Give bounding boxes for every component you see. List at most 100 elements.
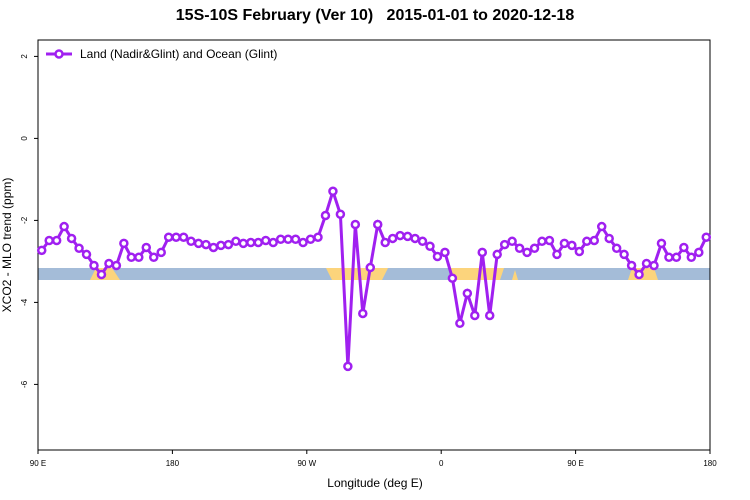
data-point <box>477 247 488 258</box>
data-point <box>514 243 525 254</box>
data-point <box>649 260 659 271</box>
data-point <box>201 239 211 250</box>
data-point <box>440 247 450 258</box>
data-point <box>238 238 249 249</box>
x-tick-label: 90 E <box>567 459 583 468</box>
data-point <box>626 260 637 271</box>
data-point <box>216 240 226 251</box>
x-tick-label: 180 <box>703 459 717 468</box>
data-point <box>544 235 555 246</box>
data-point <box>372 219 383 230</box>
plot-frame <box>37 39 711 451</box>
data-point <box>119 238 129 249</box>
data-point <box>664 252 674 263</box>
data-point <box>395 230 405 241</box>
legend-label: Land (Nadir&Glint) and Ocean (Glint) <box>80 47 277 61</box>
data-point <box>231 236 241 247</box>
land-band <box>450 268 504 280</box>
land-mask <box>38 268 710 280</box>
data-point <box>470 310 480 321</box>
data-point <box>596 221 607 232</box>
data-point <box>208 242 219 253</box>
y-axis-label: XCO2 - MLO trend (ppm) <box>0 178 14 313</box>
data-point <box>343 361 353 372</box>
data-point <box>380 237 390 248</box>
data-point <box>126 252 137 263</box>
data-point <box>260 235 271 246</box>
data-point <box>529 243 540 254</box>
data-point <box>455 318 465 329</box>
y-tick-label: 0 <box>20 136 29 141</box>
data-point <box>44 235 54 246</box>
data-point <box>484 310 495 321</box>
data-point <box>425 241 435 251</box>
x-tick-label: 90 E <box>30 459 46 468</box>
data-point <box>604 233 614 244</box>
land-band <box>512 270 518 280</box>
data-point <box>96 269 107 280</box>
data-point <box>104 258 114 269</box>
x-axis-label: Longitude (deg E) <box>327 476 422 490</box>
data-point <box>567 240 577 251</box>
data-point <box>268 237 278 248</box>
data-point <box>111 260 122 271</box>
data-point <box>522 247 532 258</box>
data-point <box>686 252 697 263</box>
data-point <box>148 252 159 263</box>
data-point <box>163 232 174 242</box>
data-point <box>320 210 331 221</box>
data-point <box>574 246 585 257</box>
data-point <box>619 249 629 260</box>
data-point <box>387 233 398 244</box>
data-point <box>141 242 152 253</box>
data-point <box>193 238 204 249</box>
data-point <box>499 239 510 250</box>
data-point <box>611 243 622 254</box>
legend-marker <box>54 49 64 59</box>
data-point <box>171 232 181 242</box>
data-point <box>432 251 443 262</box>
data-point <box>305 234 316 245</box>
data-point <box>559 238 570 249</box>
data-point <box>186 236 196 247</box>
data-point <box>641 258 652 269</box>
data-point <box>410 233 420 244</box>
data-point <box>402 231 413 242</box>
data-point <box>365 262 376 273</box>
data-point <box>253 237 264 248</box>
data-point <box>671 252 682 263</box>
data-point <box>492 249 502 260</box>
y-tick-label: -6 <box>20 380 29 388</box>
data-point <box>656 238 667 249</box>
data-point <box>74 243 84 254</box>
data-point <box>552 249 562 260</box>
data-point <box>582 236 592 247</box>
data-point <box>134 252 144 263</box>
data-point <box>589 235 600 246</box>
chart-title: 15S-10S February (Ver 10) 2015-01-01 to … <box>176 7 575 24</box>
data-point <box>283 234 293 245</box>
data-point <box>89 260 99 271</box>
data-point <box>246 237 256 248</box>
data-point <box>313 232 323 242</box>
data-point <box>335 209 346 219</box>
data-point <box>701 232 712 242</box>
x-tick-label: 90 W <box>297 459 316 468</box>
data-point <box>350 219 361 230</box>
data-point <box>694 247 704 258</box>
data-point <box>66 233 77 244</box>
y-tick-label: -2 <box>20 216 29 224</box>
land-band <box>326 268 388 280</box>
data-point <box>156 247 166 258</box>
data-point <box>59 221 69 232</box>
y-tick-label: -4 <box>20 298 29 306</box>
y-tick-label: 2 <box>20 54 29 59</box>
data-point <box>178 232 189 242</box>
data-point <box>462 288 473 299</box>
data-point <box>417 236 428 247</box>
x-tick-label: 180 <box>166 459 180 468</box>
data-point <box>298 237 308 248</box>
data-point <box>81 249 92 260</box>
data-point <box>51 235 62 246</box>
